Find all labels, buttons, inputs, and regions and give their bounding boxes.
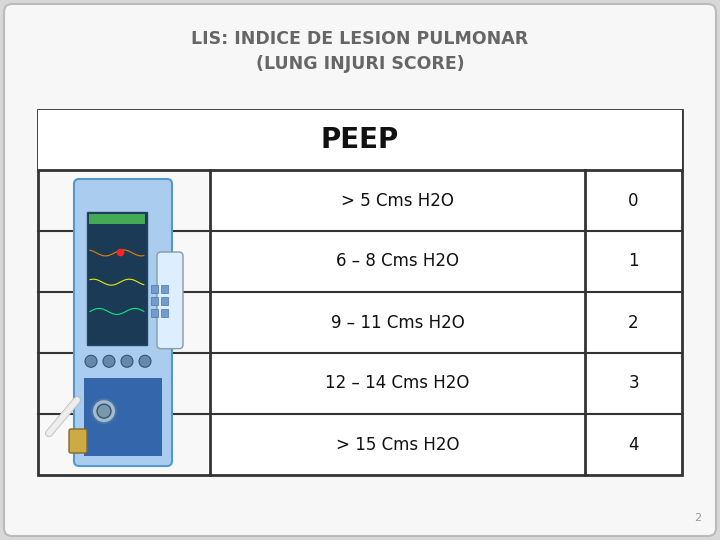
- Text: 2: 2: [694, 513, 701, 523]
- Bar: [38, 110, 682, 475]
- Bar: [151, 285, 158, 293]
- Circle shape: [139, 355, 151, 367]
- Text: > 5 Cms H2O: > 5 Cms H2O: [341, 192, 454, 210]
- Bar: [84, 379, 162, 456]
- Text: 0: 0: [629, 192, 639, 210]
- Bar: [151, 309, 158, 317]
- Text: > 15 Cms H2O: > 15 Cms H2O: [336, 435, 459, 454]
- FancyBboxPatch shape: [4, 4, 716, 536]
- Bar: [161, 309, 168, 317]
- Bar: [38, 110, 682, 170]
- Text: 4: 4: [629, 435, 639, 454]
- Bar: [161, 297, 168, 305]
- Text: 1: 1: [628, 253, 639, 271]
- Circle shape: [92, 399, 116, 423]
- Text: 6 – 8 Cms H2O: 6 – 8 Cms H2O: [336, 253, 459, 271]
- Circle shape: [85, 355, 97, 367]
- Bar: [87, 212, 147, 345]
- Circle shape: [121, 355, 133, 367]
- Text: 9 – 11 Cms H2O: 9 – 11 Cms H2O: [330, 314, 464, 332]
- Text: LIS: INDICE DE LESION PULMONAR
(LUNG INJURI SCORE): LIS: INDICE DE LESION PULMONAR (LUNG INJ…: [192, 30, 528, 73]
- Text: PEEP: PEEP: [321, 126, 399, 154]
- Bar: [40, 172, 208, 473]
- Text: 3: 3: [628, 375, 639, 393]
- Text: 2: 2: [628, 314, 639, 332]
- Bar: [161, 285, 168, 293]
- Bar: [89, 214, 145, 224]
- FancyBboxPatch shape: [69, 429, 87, 453]
- FancyBboxPatch shape: [74, 179, 172, 466]
- Circle shape: [97, 404, 111, 418]
- FancyBboxPatch shape: [157, 252, 183, 349]
- Bar: [151, 297, 158, 305]
- Circle shape: [103, 355, 115, 367]
- Text: 12 – 14 Cms H2O: 12 – 14 Cms H2O: [325, 375, 469, 393]
